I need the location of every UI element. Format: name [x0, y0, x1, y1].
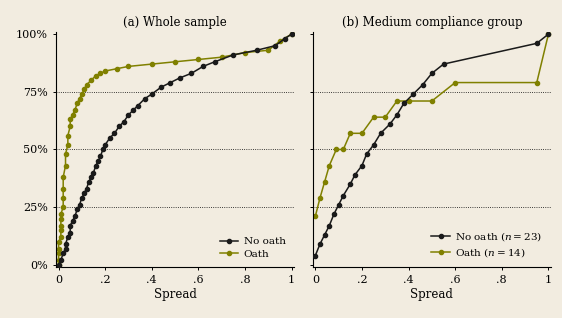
Title: (a) Whole sample: (a) Whole sample: [123, 16, 227, 29]
X-axis label: Spread: Spread: [153, 288, 197, 301]
Title: (b) Medium compliance group: (b) Medium compliance group: [342, 16, 522, 29]
Legend: No oath, Oath: No oath, Oath: [216, 234, 289, 262]
Legend: No oath ($n = 23$), Oath ($n = 14$): No oath ($n = 23$), Oath ($n = 14$): [428, 227, 546, 262]
X-axis label: Spread: Spread: [410, 288, 454, 301]
